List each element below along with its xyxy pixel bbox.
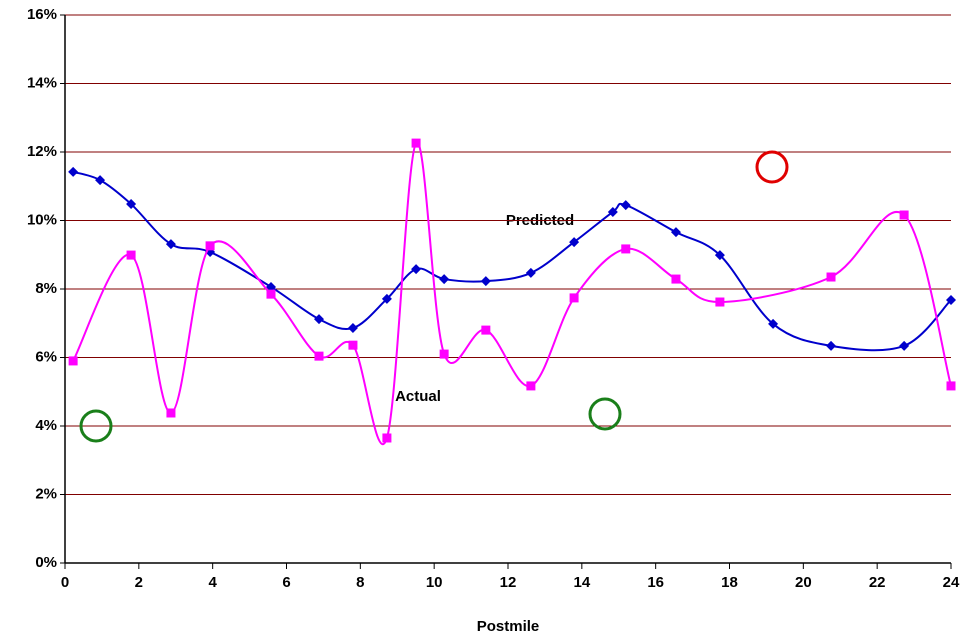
point xyxy=(569,237,580,248)
x-tick-label: 12 xyxy=(500,574,517,591)
point xyxy=(481,325,491,335)
y-tick-label: 14% xyxy=(27,74,57,91)
y-tick-label: 4% xyxy=(35,417,57,434)
series-line xyxy=(72,141,952,446)
point xyxy=(411,264,422,275)
x-tick-label: 6 xyxy=(282,574,290,591)
point xyxy=(899,340,910,351)
point xyxy=(439,274,450,285)
point xyxy=(95,175,106,186)
point xyxy=(670,227,681,238)
series-line xyxy=(72,170,952,352)
point xyxy=(621,244,631,254)
point xyxy=(165,239,176,250)
point xyxy=(166,408,176,418)
point xyxy=(68,166,79,177)
x-tick-label: 18 xyxy=(721,574,738,591)
point xyxy=(313,314,324,325)
highlight-circle xyxy=(79,409,113,443)
y-tick-label: 2% xyxy=(35,485,57,502)
point xyxy=(569,293,579,303)
x-tick-label: 16 xyxy=(647,574,664,591)
point xyxy=(265,281,276,292)
point xyxy=(205,241,215,251)
point xyxy=(946,294,956,305)
point xyxy=(826,340,837,351)
x-tick-label: 0 xyxy=(61,574,69,591)
point xyxy=(347,323,358,334)
y-tick-label: 0% xyxy=(35,554,57,571)
point xyxy=(314,351,324,361)
point xyxy=(348,340,358,350)
point xyxy=(607,206,618,217)
point xyxy=(411,138,421,148)
x-tick-label: 24 xyxy=(943,574,960,591)
series-label: Actual xyxy=(395,388,441,405)
point xyxy=(126,199,137,210)
point xyxy=(946,381,956,391)
highlight-circle xyxy=(755,150,789,184)
point xyxy=(480,276,491,287)
point xyxy=(620,200,631,211)
x-axis-title: Postmile xyxy=(477,618,540,635)
point xyxy=(381,293,392,304)
y-tick-label: 10% xyxy=(27,211,57,228)
point xyxy=(266,289,276,299)
point xyxy=(714,250,725,261)
y-tick-label: 16% xyxy=(27,6,57,23)
x-tick-label: 4 xyxy=(208,574,217,591)
point xyxy=(826,272,836,282)
x-tick-label: 14 xyxy=(573,574,590,591)
point xyxy=(382,433,392,443)
point xyxy=(68,356,78,366)
point xyxy=(439,349,449,359)
y-tick-label: 12% xyxy=(27,143,57,160)
x-tick-label: 22 xyxy=(869,574,886,591)
x-tick-label: 10 xyxy=(426,574,443,591)
point xyxy=(768,318,779,329)
x-tick-label: 8 xyxy=(356,574,364,591)
x-tick-label: 2 xyxy=(135,574,143,591)
y-tick-label: 8% xyxy=(35,280,57,297)
y-tick-label: 6% xyxy=(35,348,57,365)
point xyxy=(526,381,536,391)
point xyxy=(126,250,136,260)
highlight-circle xyxy=(588,397,622,431)
point xyxy=(899,210,909,220)
point xyxy=(671,274,681,284)
point xyxy=(525,267,536,278)
plot: 0%2%4%6%8%10%12%14%16%0 2 4 6 8 10 12 14 16 18 20 2… xyxy=(27,6,960,591)
point xyxy=(715,297,725,307)
x-tick-label: 20 xyxy=(795,574,812,591)
